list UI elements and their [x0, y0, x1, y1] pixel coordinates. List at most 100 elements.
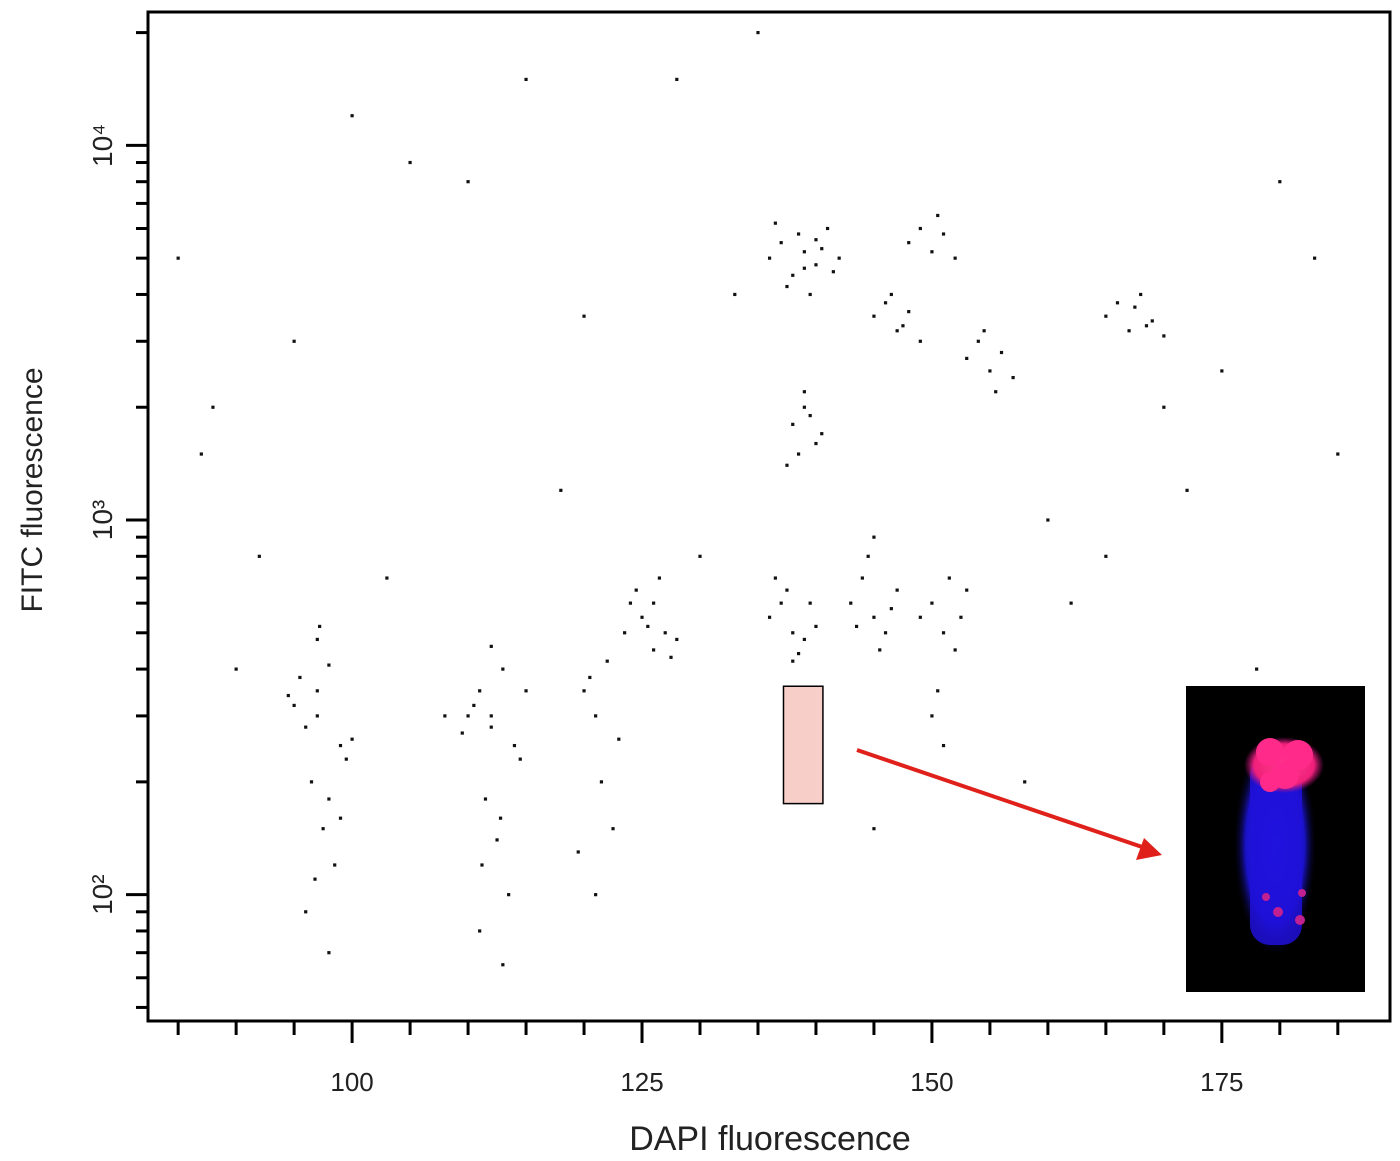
point [959, 615, 963, 619]
point [941, 743, 946, 748]
point [498, 816, 503, 820]
point [791, 273, 795, 277]
point [1255, 667, 1259, 671]
point [594, 893, 598, 897]
point [907, 310, 911, 314]
point [930, 250, 934, 254]
point [605, 659, 609, 663]
point [1104, 554, 1108, 558]
point [808, 413, 812, 418]
point [733, 292, 737, 297]
point [941, 232, 946, 236]
point [791, 659, 795, 663]
point [199, 452, 203, 456]
point [808, 292, 812, 297]
point [814, 624, 818, 629]
point [907, 241, 911, 245]
point [1336, 452, 1340, 456]
point [1046, 518, 1050, 522]
point [953, 648, 957, 652]
point [1011, 375, 1015, 380]
point [478, 689, 482, 693]
point [808, 601, 812, 605]
y-axis-label: FITC fluorescence [16, 367, 49, 612]
point [518, 757, 522, 761]
plot-frame [146, 10, 1392, 1023]
point [501, 667, 505, 671]
point [825, 226, 830, 231]
x-tick-label: 125 [620, 1067, 663, 1097]
point [480, 863, 484, 867]
point [495, 838, 499, 842]
point [472, 703, 476, 708]
point [1023, 780, 1027, 784]
point [791, 631, 795, 635]
point [304, 725, 308, 729]
point [953, 256, 957, 260]
point [1144, 324, 1149, 328]
point [327, 663, 331, 667]
x-axis-label: DAPI fluorescence [629, 1120, 911, 1156]
point [837, 256, 841, 260]
point [1139, 292, 1143, 297]
point [773, 576, 777, 580]
point [582, 689, 586, 693]
point [1220, 369, 1224, 373]
point [918, 226, 922, 231]
x-tick-label: 175 [1200, 1067, 1243, 1097]
point [327, 951, 331, 955]
point [512, 743, 517, 748]
points [176, 31, 1340, 967]
point [976, 339, 980, 343]
point [211, 405, 215, 409]
point [338, 816, 343, 820]
point [994, 390, 998, 394]
point [524, 689, 528, 693]
point [698, 554, 702, 558]
point [883, 301, 888, 305]
point [344, 757, 348, 761]
point [588, 675, 592, 680]
arrow-line [856, 748, 1149, 851]
point [1162, 334, 1166, 338]
point [466, 180, 470, 184]
point [773, 221, 777, 225]
point [785, 588, 789, 592]
point [327, 797, 331, 801]
point [866, 554, 870, 558]
point [796, 651, 801, 656]
point [309, 780, 314, 784]
point [999, 350, 1004, 355]
point [1162, 405, 1166, 409]
point [779, 601, 783, 605]
x-tick-label: 150 [910, 1067, 953, 1097]
point [982, 329, 986, 333]
gate [782, 685, 824, 805]
point [652, 601, 656, 605]
point [930, 714, 934, 718]
point [594, 714, 598, 718]
point [802, 405, 806, 409]
point [1133, 305, 1137, 309]
point [796, 452, 801, 456]
point [321, 827, 325, 831]
point [663, 631, 667, 635]
point [1115, 301, 1120, 305]
point [234, 667, 238, 671]
point [582, 314, 586, 318]
point [1127, 329, 1131, 333]
point [936, 213, 940, 218]
y-tick-label: 10⁴ [87, 124, 118, 167]
point [350, 737, 354, 741]
point [385, 576, 389, 580]
point [640, 615, 644, 619]
point [313, 877, 317, 881]
point [791, 422, 795, 426]
point [559, 488, 563, 492]
point [304, 910, 308, 914]
point [785, 463, 789, 467]
point [292, 703, 296, 708]
point [883, 631, 888, 635]
point [292, 339, 296, 343]
point [947, 576, 951, 580]
